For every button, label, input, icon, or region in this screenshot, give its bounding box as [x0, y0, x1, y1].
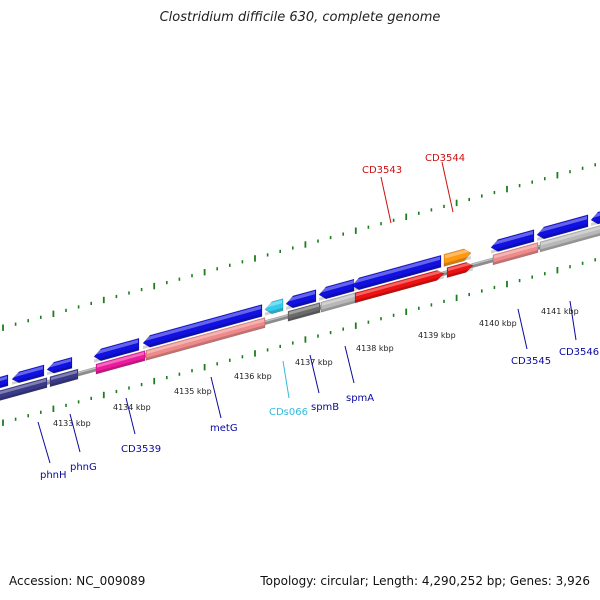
gene-reverse [287, 302, 321, 322]
leader-line [69, 413, 81, 453]
kbp-label: 4134 kbp [113, 403, 151, 412]
gene-label: CD3546 [559, 300, 599, 358]
gene-label: CD3543 [362, 165, 402, 224]
gene-name: CD3545 [511, 356, 551, 367]
gene-forward [318, 278, 355, 301]
gene-forward [93, 337, 140, 363]
gene-label: spmA [344, 345, 374, 404]
gene-forward [351, 254, 442, 292]
genome-summary: Topology: circular; Length: 4,290,252 bp… [260, 574, 590, 588]
gene-forward [11, 364, 45, 385]
gene-name: CDs066 [269, 407, 308, 418]
gene-name: phnG [70, 462, 97, 473]
gene-reverse [145, 317, 266, 361]
gene-reverse [354, 269, 445, 304]
gene-name: spmB [311, 402, 339, 413]
gene-name: metG [210, 423, 238, 434]
kbp-labels: 4133 kbp 4134 kbp 4135 kbp 4136 kbp 4137 kbp… [53, 307, 579, 428]
gene-reverse [320, 291, 359, 313]
gene-forward [490, 229, 535, 254]
gene-forward [536, 214, 589, 241]
gene-label: phnG [69, 413, 97, 473]
map-title: Clostridium difficile 630, complete geno… [159, 10, 441, 25]
gene-reverse [95, 350, 146, 375]
kbp-label: 4136 kbp [234, 372, 272, 381]
gene-label: CD3539 [121, 397, 161, 455]
leader-line [380, 176, 392, 224]
gene-label: CD3545 [511, 308, 551, 367]
kbp-label: 4140 kbp [479, 319, 517, 328]
leader-line [309, 354, 320, 394]
gene-name: CD3544 [425, 153, 465, 164]
leader-line [344, 345, 355, 384]
leader-line [441, 161, 454, 213]
leader-line [282, 360, 290, 399]
gene-reverse [49, 368, 79, 388]
gene-label: CD3544 [425, 153, 465, 213]
gene-label: phnH [37, 421, 67, 481]
gene-forward [443, 248, 472, 267]
leader-line [37, 421, 51, 464]
gene-label: spmB [309, 354, 339, 413]
gene-reverse [446, 261, 474, 278]
gene-features [0, 205, 600, 404]
gene-forward [285, 289, 317, 310]
kbp-label: 4135 kbp [174, 387, 212, 396]
gene-name: CD3543 [362, 165, 402, 176]
gene-forward [590, 205, 600, 226]
leader-line [517, 308, 528, 350]
leader-line [210, 376, 222, 419]
kbp-label: 4138 kbp [356, 344, 394, 353]
leader-line [125, 397, 136, 435]
kbp-label: 4139 kbp [418, 331, 456, 340]
gene-forward-cds [264, 298, 284, 316]
gene-label: metG [210, 376, 238, 434]
gene-name: phnH [40, 470, 67, 481]
gene-forward [0, 374, 9, 391]
gene-name: spmA [346, 393, 374, 404]
accession-label: Accession: NC_009089 [9, 574, 146, 588]
kbp-label: 4133 kbp [53, 419, 91, 428]
gene-forward [46, 356, 73, 376]
kbp-label: 4137 kbp [295, 358, 333, 367]
tick-row-lower [2, 258, 597, 426]
leader-line [569, 300, 577, 341]
tick-row-upper [2, 163, 597, 331]
gene-name: CD3546 [559, 347, 599, 358]
kbp-label: 4141 kbp [541, 307, 579, 316]
gene-label: CDs066 [269, 360, 308, 418]
tick-marks [2, 163, 597, 426]
gene-reverse [492, 242, 539, 266]
gene-reverse [0, 377, 48, 404]
gene-name: CD3539 [121, 444, 161, 455]
gene-forward [142, 304, 263, 350]
